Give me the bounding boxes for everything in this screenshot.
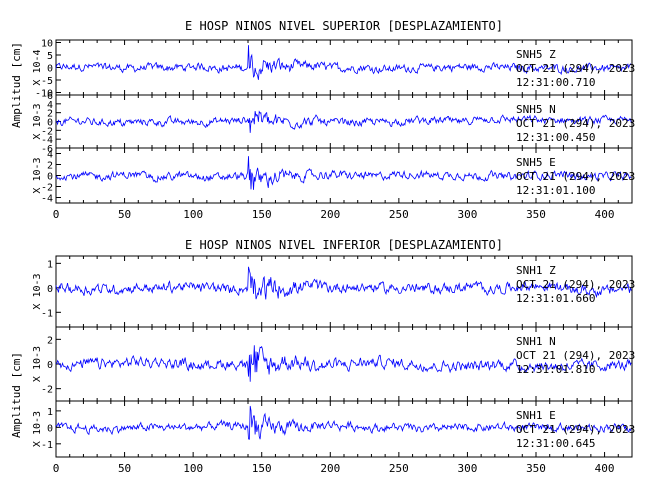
x-tick-label: 50 <box>118 208 131 221</box>
trace-station-label: SNH5 N <box>516 103 556 116</box>
y-tick-label: -1 <box>41 440 53 451</box>
x-tick-label: 50 <box>118 462 131 475</box>
trace-SNH5-E <box>55 147 633 204</box>
y-tick-label: -4 <box>41 194 53 205</box>
trace-station-label: SNH1 E <box>516 409 556 422</box>
trace-station-label: SNH1 Z <box>516 264 556 277</box>
trace-time-label: 12:31:01.100 <box>516 184 595 197</box>
seismic-waveform <box>55 110 632 133</box>
y-tick-label: -10 <box>35 89 53 100</box>
seismic-waveform <box>55 45 632 80</box>
trace-station-label: SNH1 N <box>516 335 556 348</box>
trace-date-label: OCT 21 (294), 2023 <box>516 62 635 75</box>
y-axis-label: Amplitud [cm] <box>10 352 23 438</box>
y-tick-label: 2 <box>47 109 53 120</box>
trace-date-label: OCT 21 (294), 2023 <box>516 170 635 183</box>
chart-title: E HOSP NINOS NIVEL INFERIOR [DESPLAZAMIE… <box>185 238 503 252</box>
y-tick-label: 2 <box>47 335 53 346</box>
x-tick-label: 400 <box>595 208 615 221</box>
x-tick-label: 100 <box>183 462 203 475</box>
trace-time-label: 12:31:01.660 <box>516 292 595 305</box>
y-tick-label: -2 <box>41 385 53 396</box>
trace-SNH1-E <box>55 400 633 458</box>
x-tick-label: 250 <box>389 462 409 475</box>
y-tick-label: 5 <box>47 51 53 62</box>
trace-date-label: OCT 21 (294), 2023 <box>516 278 635 291</box>
trace-time-label: 12:31:00.710 <box>516 76 595 89</box>
y-scale-label: X 10-3 <box>32 411 43 447</box>
y-axis-label: Amplitud [cm] <box>10 42 23 128</box>
y-tick-label: 0 <box>47 64 53 75</box>
x-tick-label: 0 <box>53 462 60 475</box>
y-tick-label: 2 <box>47 161 53 172</box>
y-tick-label: 1 <box>47 407 53 418</box>
trace-time-label: 12:31:00.450 <box>516 131 595 144</box>
seismic-waveform <box>55 156 632 190</box>
y-tick-label: 0 <box>47 172 53 183</box>
trace-station-label: SNH5 E <box>516 156 556 169</box>
y-tick-label: -2 <box>41 183 53 194</box>
x-tick-label: 300 <box>457 208 477 221</box>
y-tick-label: 4 <box>47 150 53 161</box>
y-scale-label: X 10-4 <box>32 49 43 85</box>
x-tick-label: 150 <box>252 462 272 475</box>
x-tick-label: 200 <box>320 462 340 475</box>
trace-time-label: 12:31:00.645 <box>516 437 595 450</box>
y-scale-label: X 10-3 <box>32 273 43 309</box>
x-tick-label: 350 <box>526 208 546 221</box>
y-tick-label: 10 <box>41 39 53 50</box>
y-tick-label: -1 <box>41 308 53 319</box>
y-scale-label: X 10-3 <box>32 157 43 193</box>
y-tick-label: -2 <box>41 126 53 137</box>
y-scale-label: X 10-3 <box>32 346 43 382</box>
trace-date-label: OCT 21 (294), 2023 <box>516 349 635 362</box>
trace-time-label: 12:31:01.810 <box>516 363 595 376</box>
seismic-waveform <box>55 405 632 440</box>
seismic-waveform <box>56 345 632 382</box>
x-tick-label: 150 <box>252 208 272 221</box>
y-tick-label: 4 <box>47 100 53 111</box>
y-tick-label: -5 <box>41 76 53 87</box>
x-tick-label: 0 <box>53 208 60 221</box>
y-scale-label: X 10-3 <box>32 103 43 139</box>
x-tick-label: 400 <box>595 462 615 475</box>
y-tick-label: 0 <box>47 423 53 434</box>
chart-title: E HOSP NINOS NIVEL SUPERIOR [DESPLAZAMIE… <box>185 19 503 33</box>
y-tick-label: -4 <box>41 135 53 146</box>
trace-date-label: OCT 21 (294), 2023 <box>516 423 635 436</box>
x-tick-label: 300 <box>457 462 477 475</box>
y-tick-label: 0 <box>47 284 53 295</box>
y-tick-label: 0 <box>47 118 53 129</box>
y-tick-label: 0 <box>47 360 53 371</box>
trace-station-label: SNH5 Z <box>516 48 556 61</box>
x-tick-label: 200 <box>320 208 340 221</box>
seismic-waveform <box>55 266 632 300</box>
x-tick-label: 100 <box>183 208 203 221</box>
y-tick-label: -6 <box>41 144 53 155</box>
x-tick-label: 250 <box>389 208 409 221</box>
y-tick-label: 1 <box>47 259 53 270</box>
trace-date-label: OCT 21 (294), 2023 <box>516 117 635 130</box>
y-tick-label: 6 <box>47 91 53 102</box>
x-tick-label: 350 <box>526 462 546 475</box>
